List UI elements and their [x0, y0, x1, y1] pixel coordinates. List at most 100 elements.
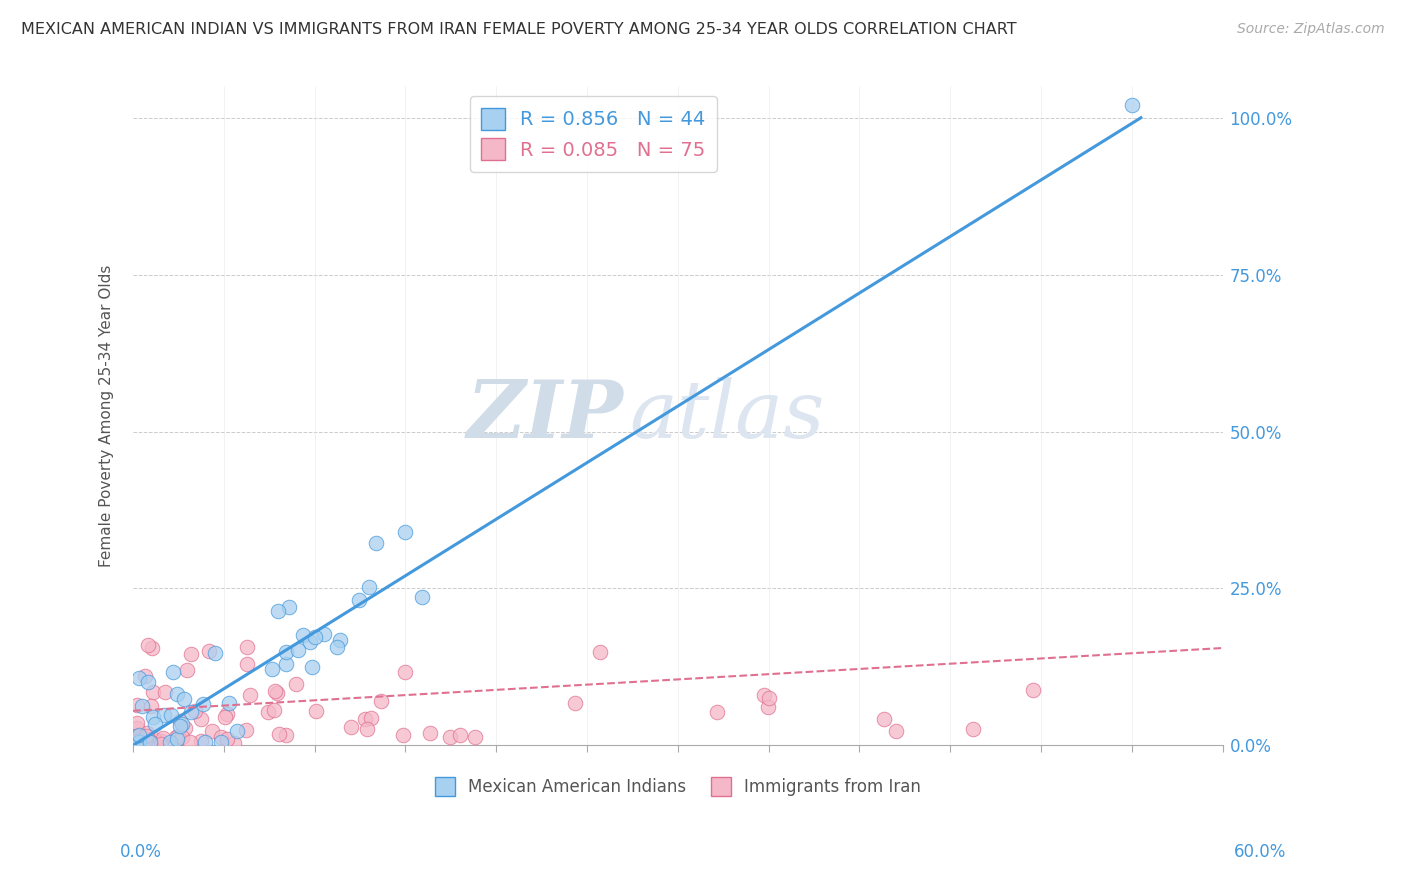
Point [162, 665, 184, 679]
Point [1022, 682, 1045, 697]
Point [134, 669, 156, 683]
Point [235, 723, 257, 738]
Point [217, 706, 239, 721]
Point [204, 646, 226, 660]
Point [167, 729, 190, 743]
Point [394, 524, 416, 539]
Point [236, 657, 259, 671]
Point [128, 735, 150, 749]
Text: ZIP: ZIP [467, 377, 623, 455]
Point [262, 662, 284, 676]
Point [141, 641, 163, 656]
Point [215, 732, 238, 747]
Point [564, 696, 586, 710]
Point [139, 735, 162, 749]
Text: 60.0%: 60.0% [1234, 843, 1286, 861]
Point [139, 698, 162, 713]
Point [201, 724, 224, 739]
Point [166, 731, 188, 746]
Point [173, 721, 195, 735]
Point [299, 635, 322, 649]
Point [364, 536, 387, 550]
Point [239, 689, 262, 703]
Point [128, 728, 150, 742]
Point [276, 728, 298, 742]
Point [257, 705, 280, 719]
Point [962, 722, 984, 736]
Point [125, 721, 148, 735]
Y-axis label: Female Poverty Among 25-34 Year Olds: Female Poverty Among 25-34 Year Olds [100, 265, 114, 567]
Point [394, 665, 416, 679]
Point [1121, 98, 1143, 112]
Point [142, 685, 165, 699]
Point [359, 581, 381, 595]
Point [347, 593, 370, 607]
Point [176, 663, 198, 677]
Point [464, 730, 486, 744]
Point [184, 704, 207, 718]
Text: 0.0%: 0.0% [120, 843, 162, 861]
Point [143, 717, 166, 731]
Point [143, 732, 166, 747]
Point [274, 657, 297, 671]
Point [354, 712, 377, 726]
Point [128, 672, 150, 686]
Text: atlas: atlas [628, 377, 824, 455]
Point [269, 727, 291, 741]
Point [301, 659, 323, 673]
Point [274, 645, 297, 659]
Point [287, 642, 309, 657]
Point [873, 712, 896, 726]
Point [172, 716, 194, 731]
Point [190, 734, 212, 748]
Point [266, 686, 288, 700]
Point [125, 733, 148, 747]
Point [305, 704, 328, 718]
Point [292, 628, 315, 642]
Point [267, 604, 290, 618]
Point [125, 732, 148, 747]
Point [263, 684, 285, 698]
Point [135, 729, 157, 743]
Point [138, 734, 160, 748]
Point [173, 692, 195, 706]
Point [149, 737, 172, 751]
Point [285, 677, 308, 691]
Text: Source: ZipAtlas.com: Source: ZipAtlas.com [1237, 22, 1385, 37]
Point [125, 736, 148, 750]
Point [160, 707, 183, 722]
Point [224, 736, 246, 750]
Point [392, 728, 415, 742]
Point [360, 711, 382, 725]
Point [135, 726, 157, 740]
Point [340, 720, 363, 734]
Point [166, 687, 188, 701]
Point [589, 645, 612, 659]
Point [139, 735, 162, 749]
Point [152, 708, 174, 723]
Point [449, 728, 471, 742]
Point [312, 627, 335, 641]
Point [180, 706, 202, 720]
Legend: Mexican American Indians, Immigrants from Iran: Mexican American Indians, Immigrants fro… [427, 771, 928, 803]
Point [758, 691, 780, 706]
Point [198, 644, 221, 658]
Point [370, 694, 392, 708]
Point [169, 719, 191, 733]
Point [142, 710, 165, 724]
Point [190, 712, 212, 726]
Point [159, 735, 181, 749]
Point [756, 699, 779, 714]
Point [209, 735, 232, 749]
Point [225, 724, 247, 739]
Point [419, 726, 441, 740]
Point [278, 599, 301, 614]
Point [179, 735, 201, 749]
Point [193, 697, 215, 711]
Point [125, 715, 148, 730]
Point [169, 714, 191, 728]
Point [263, 703, 285, 717]
Point [125, 729, 148, 743]
Point [125, 698, 148, 712]
Point [235, 640, 257, 655]
